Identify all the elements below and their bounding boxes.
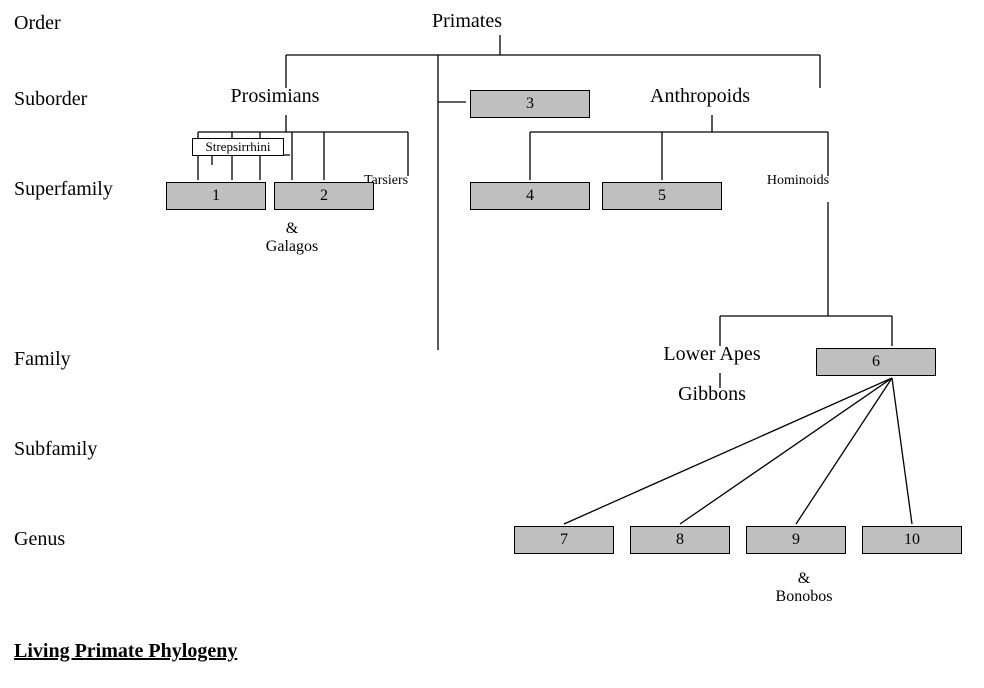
node-anthropoids: Anthropoids <box>650 85 750 108</box>
node-and-bonobos: & Bonobos <box>776 570 833 606</box>
blank-box-7: 7 <box>514 526 614 554</box>
blank-box-2: 2 <box>274 182 374 210</box>
amp-galagos: & <box>286 220 298 237</box>
blank-box-9: 9 <box>746 526 846 554</box>
row-label-order: Order <box>14 12 61 35</box>
node-prosimians: Prosimians <box>231 85 320 108</box>
amp-bonobos: & <box>798 570 810 587</box>
txt-galagos: Galagos <box>266 238 318 255</box>
blank-box-4: 4 <box>470 182 590 210</box>
node-primates: Primates <box>432 10 502 33</box>
blank-box-10: 10 <box>862 526 962 554</box>
node-strepsirrhini: Strepsirrhini <box>192 138 284 156</box>
row-label-subfamily: Subfamily <box>14 438 97 461</box>
node-gibbons: Gibbons <box>678 383 746 406</box>
row-label-superfamily: Superfamily <box>14 178 113 201</box>
blank-box-8: 8 <box>630 526 730 554</box>
row-label-family: Family <box>14 348 71 371</box>
node-lower-apes: Lower Apes <box>663 343 760 366</box>
txt-bonobos: Bonobos <box>776 588 833 605</box>
node-hominoids: Hominoids <box>767 173 829 189</box>
blank-box-1: 1 <box>166 182 266 210</box>
diagram-title: Living Primate Phylogeny <box>14 640 237 663</box>
node-and-galagos: & Galagos <box>266 220 318 256</box>
diagram-stage: Order Suborder Superfamily Family Subfam… <box>0 0 984 688</box>
blank-box-6: 6 <box>816 348 936 376</box>
blank-box-5: 5 <box>602 182 722 210</box>
row-label-suborder: Suborder <box>14 88 87 111</box>
blank-box-3: 3 <box>470 90 590 118</box>
row-label-genus: Genus <box>14 528 65 551</box>
